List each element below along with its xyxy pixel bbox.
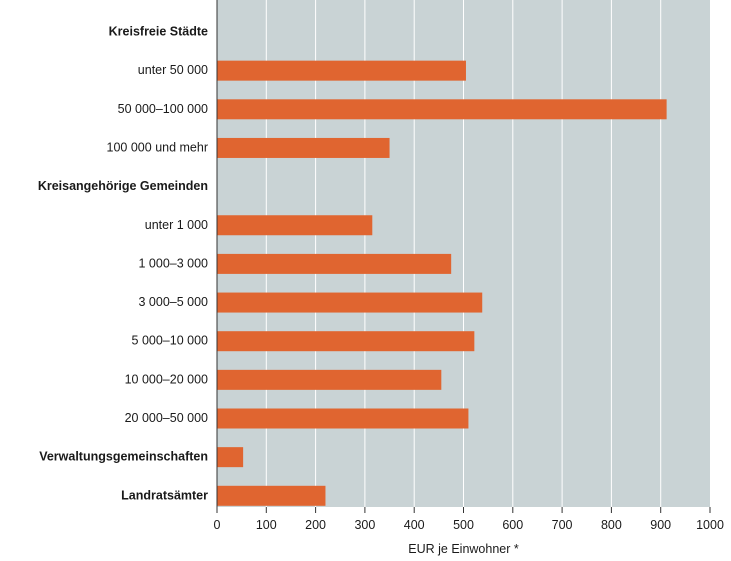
- bars: [217, 60, 667, 506]
- gridlines: [265, 0, 662, 507]
- category-label: 10 000–20 000: [125, 372, 208, 386]
- x-tick-label: 1000: [696, 518, 724, 532]
- x-tick-label: 700: [552, 518, 573, 532]
- category-label: 1 000–3 000: [138, 256, 208, 270]
- category-label: 20 000–50 000: [125, 411, 208, 425]
- x-axis-label: EUR je Einwohner *: [408, 542, 519, 556]
- category-label: 50 000–100 000: [118, 102, 208, 116]
- bar: [217, 485, 326, 506]
- category-label: 100 000 und mehr: [107, 140, 208, 154]
- category-heading: Kreisfreie Städte: [109, 25, 208, 39]
- x-tick-label: 200: [305, 518, 326, 532]
- category-heading: Landratsämter: [121, 488, 208, 502]
- bar: [217, 292, 483, 313]
- category-labels: Kreisfreie Städte unter 50 000 50 000–100 …: [38, 25, 208, 503]
- x-tick-label: 800: [601, 518, 622, 532]
- category-label: unter 50 000: [138, 63, 208, 77]
- category-label: unter 1 000: [145, 218, 208, 232]
- bar: [217, 137, 390, 158]
- x-tick-label: 300: [354, 518, 375, 532]
- x-tick-label: 500: [453, 518, 474, 532]
- category-label: 5 000–10 000: [132, 334, 209, 348]
- category-label: 3 000–5 000: [138, 295, 208, 309]
- bar: [217, 253, 452, 274]
- category-heading: Verwaltungsgemeinschaften: [39, 450, 208, 464]
- category-heading: Kreisangehörige Gemeinden: [38, 179, 208, 193]
- x-tick-label: 600: [502, 518, 523, 532]
- x-tick-label: 400: [404, 518, 425, 532]
- bar: [217, 60, 466, 81]
- bar: [217, 369, 442, 390]
- bar: [217, 447, 244, 468]
- bar: [217, 408, 469, 429]
- bar: [217, 331, 475, 352]
- x-tick-label: 900: [650, 518, 671, 532]
- bar: [217, 99, 667, 120]
- bar: [217, 215, 373, 236]
- x-tick-label: 100: [256, 518, 277, 532]
- x-axis-ticks: 0 100 200 300 400 500 600 700 800 900 1000: [214, 0, 724, 532]
- x-tick-label: 0: [214, 518, 221, 532]
